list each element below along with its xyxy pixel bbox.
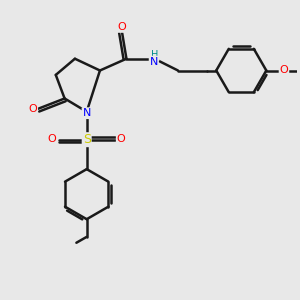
Text: N: N: [150, 57, 158, 67]
Text: O: O: [280, 65, 288, 75]
Text: O: O: [117, 22, 126, 32]
Text: O: O: [117, 134, 125, 144]
Text: O: O: [28, 104, 37, 114]
Text: H: H: [151, 50, 159, 60]
Text: N: N: [82, 108, 91, 118]
Text: S: S: [83, 133, 91, 146]
Text: O: O: [48, 134, 57, 144]
